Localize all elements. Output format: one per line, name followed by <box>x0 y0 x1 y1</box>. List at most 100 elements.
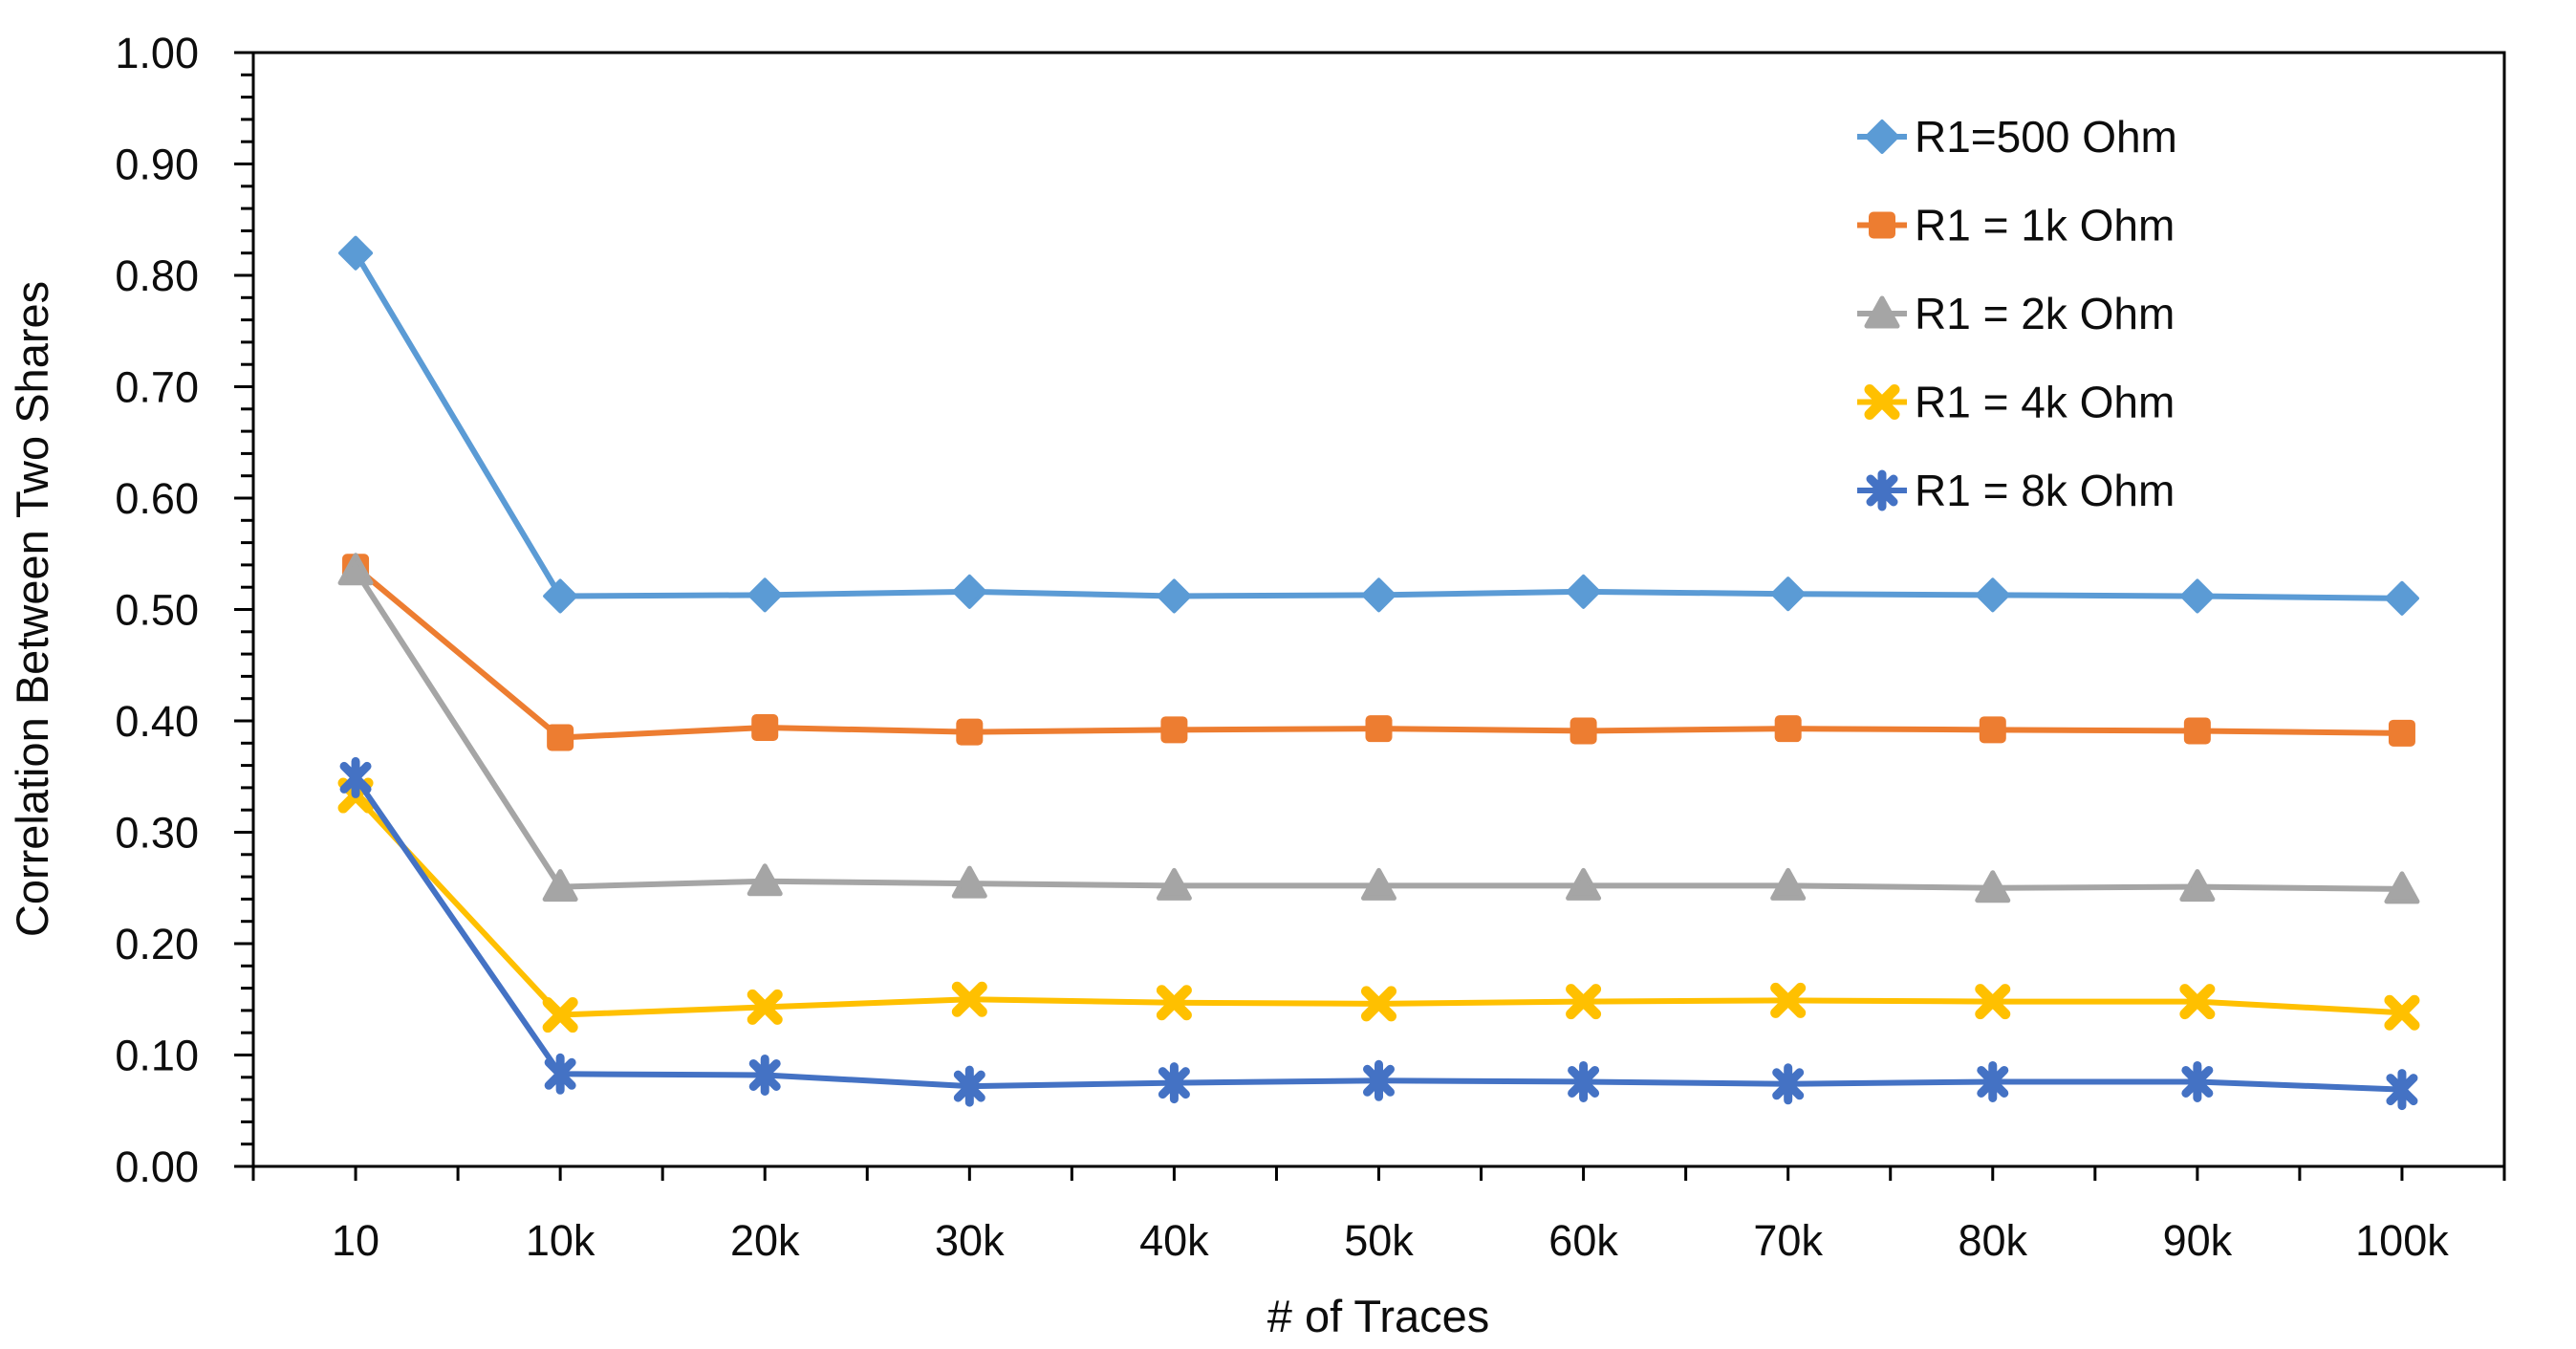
data-point <box>2181 1060 2214 1102</box>
x-marker-shape <box>2384 994 2420 1031</box>
legend-item[interactable]: R1 = 1k Ohm <box>1857 201 2175 250</box>
triangle-marker-shape <box>747 863 783 897</box>
data-point <box>1979 716 2006 744</box>
x-axis-tick-label: 10k <box>526 1216 595 1265</box>
data-point <box>1566 574 1601 609</box>
series-line <box>353 774 2405 1093</box>
data-point <box>751 713 779 741</box>
data-point <box>542 997 578 1034</box>
data-point <box>1361 577 1396 613</box>
x-axis-title: # of Traces <box>1267 1291 1490 1341</box>
legend-marker-icon <box>1864 384 1900 420</box>
square-marker-shape <box>547 724 574 751</box>
x-marker-shape <box>2179 984 2216 1020</box>
legend-label: R1 = 8k Ohm <box>1915 466 2175 515</box>
triangle-marker-shape <box>951 865 987 899</box>
triangle-marker-shape <box>2384 871 2420 904</box>
x-marker-shape <box>1770 982 1807 1018</box>
star-marker-shape <box>339 756 372 798</box>
legend-item[interactable]: R1=500 Ohm <box>1857 112 2177 162</box>
y-axis-tick-label: 0.60 <box>115 474 199 523</box>
data-point <box>1975 984 2011 1020</box>
y-axis-tick-label: 0.50 <box>115 586 199 635</box>
x-axis-tick-label: 100k <box>2355 1216 2449 1265</box>
data-point <box>2179 578 2215 614</box>
legend-label: R1=500 Ohm <box>1915 112 2177 162</box>
square-marker-shape <box>956 718 984 746</box>
x-marker-shape <box>1864 384 1900 420</box>
data-point <box>542 869 578 903</box>
star-marker-shape <box>1772 1063 1805 1105</box>
star-marker-shape <box>2386 1069 2418 1111</box>
data-point <box>1772 1063 1805 1105</box>
y-axis-tick-label: 0.30 <box>115 809 199 858</box>
x-axis-tick-label: 20k <box>730 1216 800 1265</box>
diamond-marker-shape <box>1975 577 2010 613</box>
data-point <box>2384 871 2420 904</box>
x-axis-tick-label: 70k <box>1753 1216 1823 1265</box>
series-line <box>353 793 2405 1018</box>
square-marker-shape <box>1774 715 1802 743</box>
star-marker-shape <box>1977 1060 2009 1102</box>
data-point <box>1157 578 1192 614</box>
legend-item[interactable]: R1 = 4k Ohm <box>1857 378 2175 427</box>
square-marker-shape <box>2183 717 2211 745</box>
data-point <box>338 235 374 271</box>
data-point <box>1568 1060 1600 1102</box>
legend-label: R1 = 2k Ohm <box>1915 289 2175 338</box>
diamond-marker-shape <box>1157 578 1192 614</box>
legend-item[interactable]: R1 = 8k Ohm <box>1857 466 2175 515</box>
triangle-marker-shape <box>1566 867 1602 901</box>
diamond-marker-shape <box>1566 574 1601 609</box>
triangle-marker-shape <box>1864 295 1900 329</box>
star-marker-shape <box>748 1054 781 1096</box>
data-point <box>747 577 783 613</box>
triangle-marker-shape <box>1156 867 1192 901</box>
x-marker-shape <box>1975 984 2011 1020</box>
x-axis-tick-label: 30k <box>935 1216 1005 1265</box>
square-marker-shape <box>2388 719 2415 747</box>
legend-marker-icon <box>1864 295 1900 329</box>
x-axis-tick-label: 90k <box>2163 1216 2233 1265</box>
data-point <box>543 578 578 614</box>
x-axis-tick-label: 10 <box>332 1216 379 1265</box>
data-point <box>1569 717 1597 745</box>
legend-marker-icon <box>1866 469 1898 511</box>
data-point <box>1363 1059 1395 1101</box>
data-point <box>2386 1069 2418 1111</box>
data-point <box>2179 869 2216 903</box>
data-point <box>2183 717 2211 745</box>
triangle-marker-shape <box>1361 867 1396 901</box>
data-point <box>2384 994 2420 1031</box>
plot-area: 0.00 0.10 0.20 0.30 0.40 0.50 0.60 0.70 0.80 0.90… <box>115 29 2506 1265</box>
data-point <box>1977 1060 2009 1102</box>
triangle-marker-shape <box>1770 867 1807 901</box>
star-marker-shape <box>953 1065 985 1107</box>
diamond-marker-shape <box>1361 577 1396 613</box>
y-axis-tick-label: 0.40 <box>115 697 199 746</box>
x-marker-shape <box>1156 985 1192 1021</box>
legend-item[interactable]: R1 = 2k Ohm <box>1857 289 2175 338</box>
series-2 <box>342 554 2415 751</box>
square-marker-shape <box>1160 716 1188 744</box>
triangle-marker-shape <box>1975 870 2011 903</box>
y-axis-tick-label: 0.20 <box>115 920 199 968</box>
data-point <box>2388 719 2415 747</box>
data-point <box>1156 867 1192 901</box>
legend: R1=500 Ohm R1 = 1k Ohm R1 = 2k Ohm R1 = 4k … <box>1857 112 2177 515</box>
triangle-marker-shape <box>542 869 578 903</box>
data-point <box>1975 577 2010 613</box>
diamond-marker-shape <box>952 574 987 609</box>
x-axis-tick-label: 60k <box>1548 1216 1618 1265</box>
star-marker-shape <box>1363 1059 1395 1101</box>
data-point <box>339 756 372 798</box>
data-point <box>951 981 987 1017</box>
data-point <box>956 718 984 746</box>
diamond-marker-shape <box>1865 120 1899 154</box>
diamond-marker-shape <box>747 577 783 613</box>
data-point <box>1361 986 1396 1022</box>
data-point <box>2384 580 2419 616</box>
diamond-marker-shape <box>1770 577 1806 612</box>
